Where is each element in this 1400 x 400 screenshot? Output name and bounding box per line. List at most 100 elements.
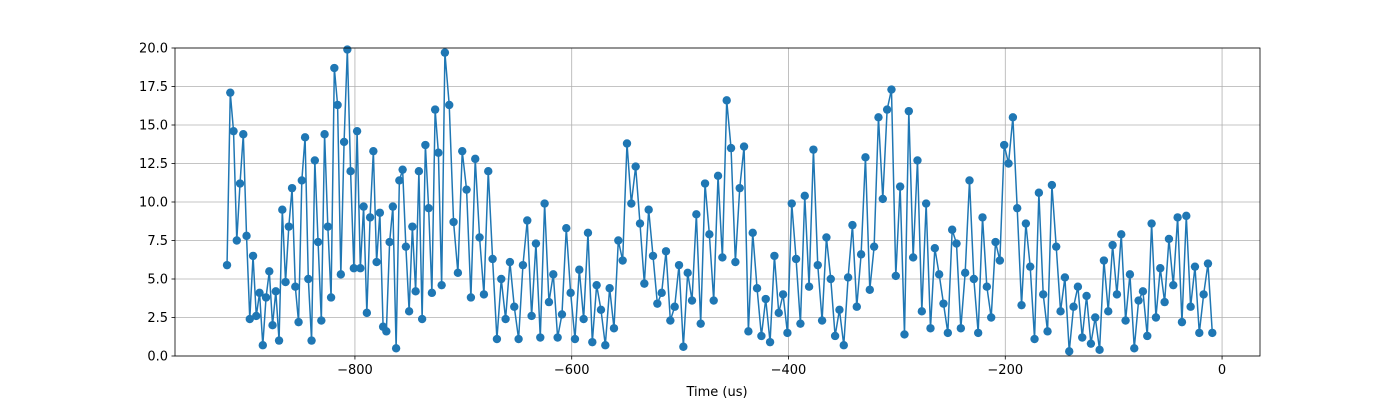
data-point	[1195, 328, 1204, 338]
data-point	[235, 179, 245, 188]
data-point	[882, 105, 892, 114]
data-point	[921, 199, 931, 208]
data-point	[1043, 327, 1052, 336]
data-point	[1125, 270, 1135, 279]
data-point	[661, 247, 671, 256]
data-point	[999, 140, 1009, 150]
data-point	[544, 297, 554, 307]
data-point	[527, 311, 536, 321]
data-point	[991, 237, 1000, 247]
x-tick-label: −200	[987, 363, 1023, 378]
data-point	[1095, 345, 1104, 355]
data-point	[765, 337, 775, 347]
data-point	[1182, 211, 1191, 221]
data-point	[640, 279, 649, 288]
data-point	[323, 222, 333, 231]
data-point	[287, 183, 297, 193]
data-point	[1177, 317, 1187, 327]
data-point	[518, 260, 528, 270]
data-point	[300, 133, 310, 142]
data-point	[1143, 331, 1152, 341]
x-tick-label: 0	[1218, 363, 1226, 378]
data-point	[514, 334, 523, 344]
data-point	[462, 185, 471, 194]
data-point	[570, 334, 580, 344]
data-point	[408, 222, 417, 231]
data-point	[908, 253, 918, 262]
data-point	[757, 331, 766, 341]
data-point	[239, 130, 248, 139]
data-point	[609, 324, 619, 333]
data-point	[1039, 290, 1048, 299]
data-point	[304, 274, 313, 284]
data-point	[900, 330, 909, 339]
data-point	[258, 341, 267, 350]
data-point	[1008, 113, 1018, 122]
data-point	[583, 228, 593, 237]
y-tick-label: 0.0	[147, 350, 168, 365]
data-point	[297, 176, 307, 185]
data-point	[761, 294, 770, 304]
data-point	[226, 88, 235, 97]
data-point	[388, 202, 398, 211]
data-point	[826, 274, 835, 284]
data-point	[553, 333, 562, 342]
data-point	[1208, 328, 1217, 338]
data-point	[817, 316, 827, 325]
data-point	[1138, 287, 1148, 296]
data-point	[484, 167, 493, 176]
data-point	[566, 288, 575, 298]
data-point	[592, 280, 601, 290]
data-point	[1073, 282, 1083, 291]
data-point	[471, 154, 480, 164]
data-point	[421, 140, 430, 150]
data-point	[709, 296, 718, 305]
data-point	[878, 194, 887, 204]
data-point	[917, 307, 927, 316]
data-point	[261, 293, 271, 302]
data-point	[501, 314, 510, 324]
y-tick-label: 12.5	[139, 157, 168, 172]
data-point	[973, 328, 983, 338]
data-point	[982, 282, 992, 291]
data-point	[359, 202, 368, 211]
plot-frame	[174, 47, 1261, 357]
data-point	[1203, 259, 1213, 268]
data-point	[1078, 333, 1087, 342]
data-point	[791, 254, 801, 264]
data-point	[787, 199, 796, 208]
data-point	[291, 282, 300, 291]
data-point	[852, 302, 861, 311]
data-point	[865, 285, 874, 294]
data-point	[284, 222, 294, 231]
data-point	[475, 233, 484, 242]
data-point	[887, 85, 896, 94]
data-point	[510, 302, 519, 311]
data-point	[618, 256, 627, 265]
data-point	[404, 307, 414, 316]
data-point	[692, 210, 701, 219]
data-point	[1034, 188, 1044, 197]
y-tick-label: 10.0	[139, 196, 168, 211]
data-point	[1104, 307, 1113, 316]
data-point	[401, 242, 411, 251]
data-point	[414, 167, 424, 176]
data-point	[1121, 316, 1130, 325]
data-point	[437, 280, 446, 290]
data-point	[809, 145, 818, 154]
data-point	[427, 288, 437, 298]
data-point	[596, 305, 606, 314]
data-point	[492, 334, 502, 344]
data-point	[1082, 291, 1091, 301]
data-point	[687, 296, 697, 305]
data-point	[356, 264, 365, 273]
data-point	[1065, 347, 1074, 356]
data-point	[969, 274, 979, 284]
x-axis-label: Time (us)	[685, 385, 747, 400]
data-point	[1060, 273, 1070, 282]
data-point	[605, 284, 614, 293]
data-point	[913, 156, 922, 165]
data-point	[575, 265, 584, 274]
data-point	[549, 270, 558, 279]
